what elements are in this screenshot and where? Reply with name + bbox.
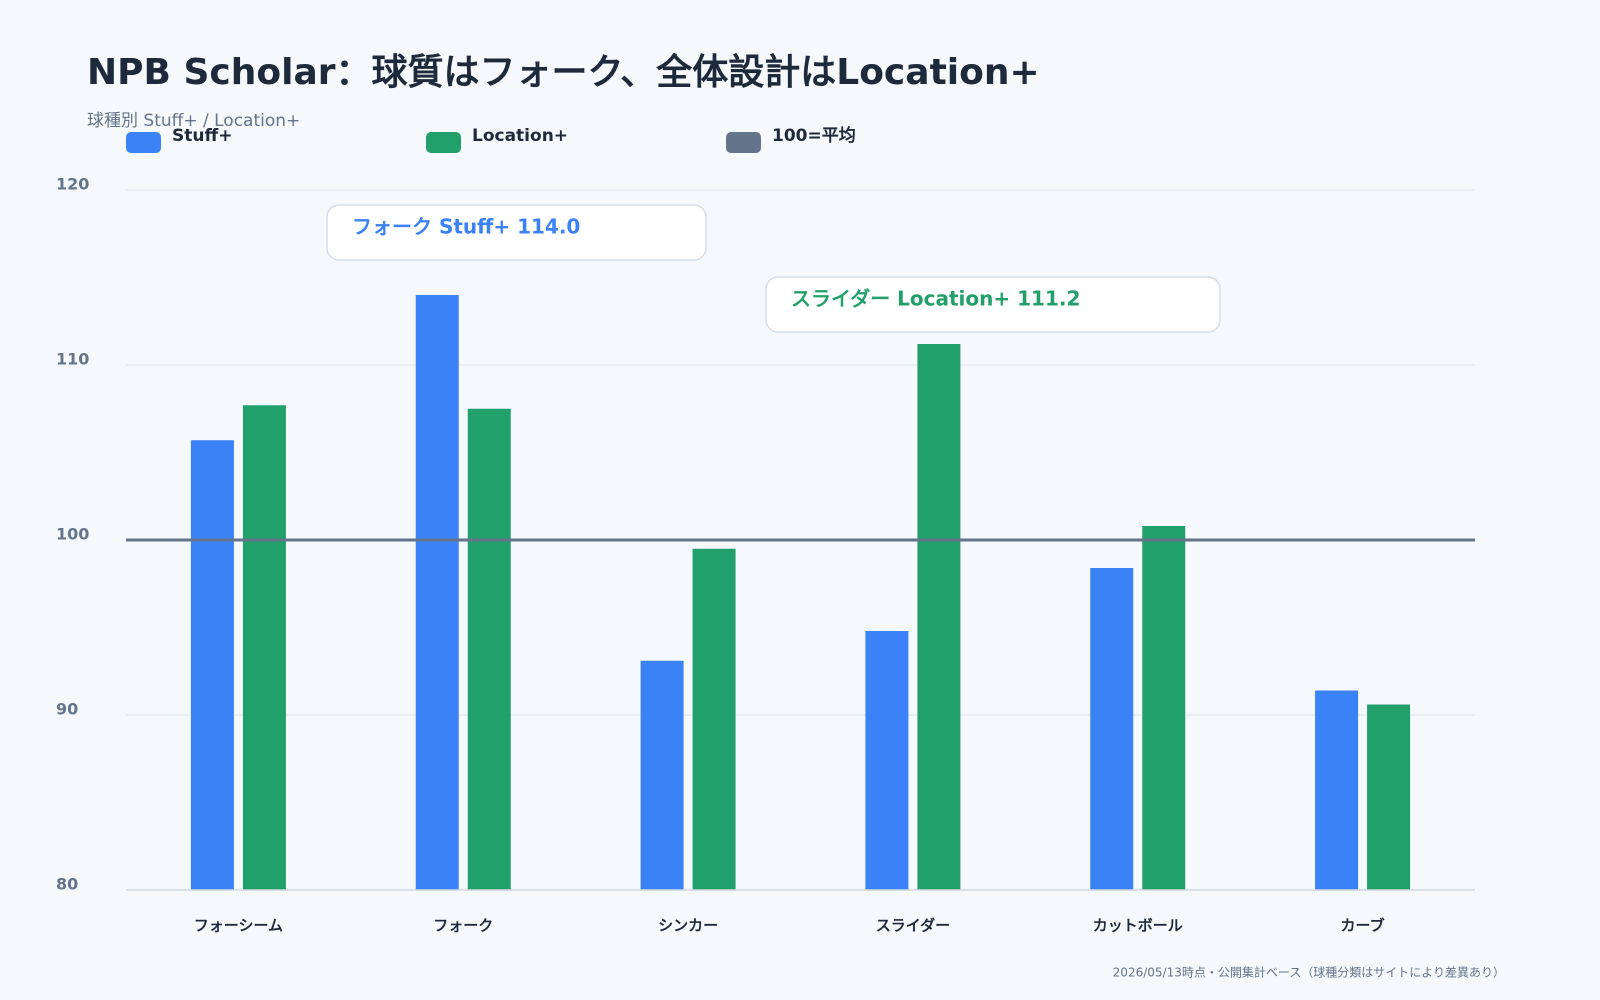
y-tick-label: 80 (56, 875, 78, 894)
x-tick-label: シンカー (658, 917, 718, 935)
bar (692, 548, 736, 890)
bar (865, 631, 909, 890)
legend-swatch (126, 132, 161, 153)
y-tick-label: 100 (56, 525, 89, 544)
annotation-text: スライダー Location+ 111.2 (791, 287, 1080, 311)
annotation-box (326, 204, 707, 261)
y-tick-label: 120 (56, 175, 89, 194)
y-tick-label: 110 (56, 350, 89, 369)
legend-label: Location+ (472, 126, 568, 146)
chart-title: NPB Scholar：球質はフォーク、全体設計はLocation+ (87, 51, 1040, 93)
legend-label: 100=平均 (772, 125, 856, 146)
y-tick-label: 90 (56, 700, 78, 719)
chart-subtitle: 球種別 Stuff+ / Location+ (87, 111, 300, 131)
legend-swatch (726, 132, 761, 153)
bar (640, 660, 684, 890)
bar (467, 408, 511, 890)
bar (1315, 690, 1359, 890)
x-tick-label: スライダー (876, 917, 950, 935)
bar (1090, 568, 1134, 890)
x-tick-label: フォーシーム (194, 917, 283, 935)
annotation-text: フォーク Stuff+ 114.0 (352, 215, 580, 239)
x-tick-label: カーブ (1341, 917, 1385, 935)
bar (1367, 704, 1411, 890)
legend-label: Stuff+ (172, 126, 233, 146)
bar (917, 344, 961, 890)
annotation-box (765, 276, 1221, 333)
bar (415, 295, 459, 890)
bar (1142, 526, 1186, 890)
x-tick-label: フォーク (433, 917, 493, 935)
legend-swatch (426, 132, 461, 153)
footnote: 2026/05/13時点・公開集計ベース（球種分類はサイトにより差異あり） (1113, 965, 1505, 980)
bar (242, 405, 286, 890)
bar (190, 440, 234, 890)
x-tick-label: カットボール (1093, 917, 1183, 935)
